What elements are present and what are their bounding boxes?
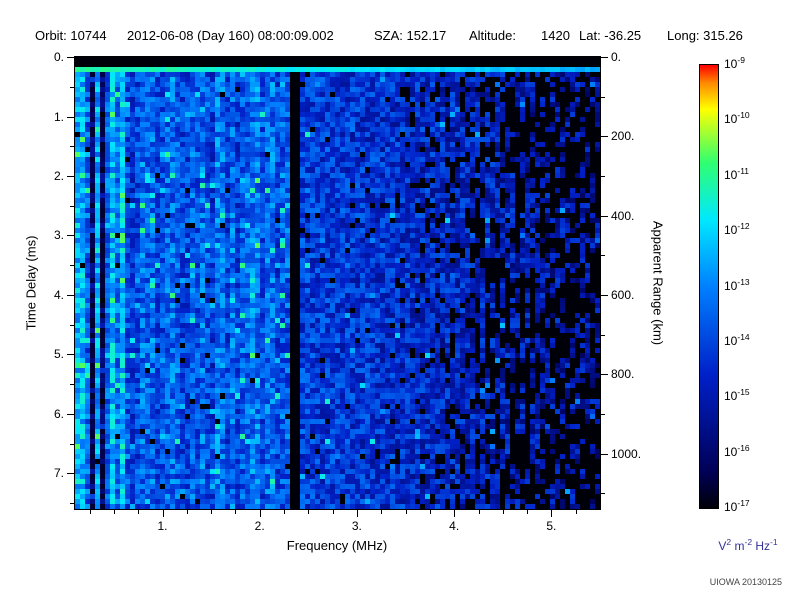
y2-minor-tick bbox=[601, 413, 605, 415]
y2-tick bbox=[601, 294, 608, 296]
y2-tick-label: 600. bbox=[611, 287, 635, 302]
x-minor-tick bbox=[502, 510, 504, 514]
y-tick-label: 6. bbox=[53, 406, 64, 421]
y-tick-label: 5. bbox=[53, 347, 64, 362]
colorbar-tick-label: 10-16 bbox=[724, 442, 750, 459]
y-tick bbox=[67, 413, 74, 415]
y-tick bbox=[67, 235, 74, 237]
x-minor-tick bbox=[575, 510, 577, 514]
y-tick bbox=[67, 473, 74, 475]
y-tick bbox=[67, 354, 74, 356]
x-tick-label: 5. bbox=[546, 519, 557, 533]
y-tick-label: 0. bbox=[53, 50, 64, 64]
colorbar-tick-label: 10-17 bbox=[724, 498, 750, 514]
y-tick-label: 3. bbox=[53, 228, 64, 243]
y2-axis-label: Apparent Range (km) bbox=[650, 220, 666, 346]
colorbar bbox=[699, 64, 719, 509]
header-orbit: Orbit: 10744 bbox=[35, 28, 107, 43]
y-minor-tick bbox=[70, 205, 74, 207]
colorbar-tick-label: 10-10 bbox=[724, 110, 750, 127]
header-datetime: 2012-06-08 (Day 160) 08:00:09.002 bbox=[127, 28, 334, 43]
colorbar-tick-label: 10-14 bbox=[724, 331, 750, 348]
y2-minor-tick bbox=[601, 255, 605, 257]
y-tick-label: 2. bbox=[53, 168, 64, 183]
y-minor-tick bbox=[70, 384, 74, 386]
x-minor-tick bbox=[89, 510, 91, 514]
y2-tick-label: 400. bbox=[611, 208, 635, 223]
y-minor-tick bbox=[70, 146, 74, 148]
y-tick bbox=[67, 116, 74, 118]
x-minor-tick bbox=[332, 510, 334, 514]
x-tick bbox=[162, 510, 164, 517]
y2-tick-label: 1000. bbox=[611, 446, 642, 461]
x-minor-tick bbox=[235, 510, 237, 514]
header-long: Long: 315.26 bbox=[667, 28, 743, 43]
x-minor-tick bbox=[405, 510, 407, 514]
x-axis-label: Frequency (MHz) bbox=[286, 538, 388, 553]
x-minor-tick bbox=[478, 510, 480, 514]
y2-tick bbox=[601, 136, 608, 138]
colorbar-tick-label: 10-9 bbox=[724, 55, 745, 71]
x-tick bbox=[356, 510, 358, 517]
x-minor-tick bbox=[429, 510, 431, 514]
y-axis-label: Time Delay (ms) bbox=[23, 235, 39, 331]
x-tick-label: 1. bbox=[157, 519, 168, 533]
x-minor-tick bbox=[308, 510, 310, 514]
colorbar-unit-label: V2 m-2 Hz-1 bbox=[718, 537, 778, 553]
y2-tick bbox=[601, 374, 608, 376]
header-altitude-value: 1420 bbox=[541, 28, 570, 43]
y-minor-tick bbox=[70, 503, 74, 505]
x-tick-label: 2. bbox=[254, 519, 265, 533]
header-sza: SZA: 152.17 bbox=[374, 28, 447, 43]
x-minor-tick bbox=[211, 510, 213, 514]
y-tick bbox=[67, 294, 74, 296]
y-minor-tick bbox=[70, 265, 74, 267]
plot-area bbox=[74, 56, 601, 510]
x-tick bbox=[454, 510, 456, 517]
colorbar-tick-label: 10-12 bbox=[724, 221, 750, 238]
y2-minor-tick bbox=[601, 334, 605, 336]
x-tick bbox=[551, 510, 553, 517]
header-altitude-label: Altitude: bbox=[469, 28, 516, 43]
y2-minor-tick bbox=[601, 493, 605, 495]
colorbar-tick-label: 10-15 bbox=[724, 387, 750, 404]
y2-tick-label: 800. bbox=[611, 367, 635, 382]
y-tick-label: 7. bbox=[53, 466, 64, 481]
x-minor-tick bbox=[284, 510, 285, 514]
header-lat: Lat: -36.25 bbox=[579, 28, 642, 43]
y2-tick bbox=[601, 215, 608, 217]
y2-tick-label: 200. bbox=[611, 129, 635, 144]
y-minor-tick bbox=[70, 324, 74, 326]
credit-text: UIOWA 20130125 bbox=[709, 577, 782, 587]
x-minor-tick bbox=[186, 510, 188, 514]
x-minor-tick bbox=[381, 510, 383, 514]
y-tick-label: 4. bbox=[53, 287, 64, 302]
x-tick-label: 4. bbox=[449, 519, 460, 533]
y2-tick-label: 0. bbox=[611, 50, 622, 64]
x-minor-tick bbox=[527, 510, 529, 514]
y2-tick bbox=[601, 453, 608, 455]
y-minor-tick bbox=[70, 86, 74, 88]
y-minor-tick bbox=[70, 443, 74, 445]
y2-tick bbox=[601, 57, 608, 58]
spectrogram-canvas bbox=[75, 57, 600, 509]
x-tick bbox=[259, 510, 261, 517]
x-minor-tick bbox=[138, 510, 140, 514]
y-tick bbox=[67, 175, 74, 177]
y-tick bbox=[67, 57, 74, 58]
x-minor-tick bbox=[113, 510, 115, 514]
y2-minor-tick bbox=[601, 175, 605, 177]
x-tick-label: 3. bbox=[351, 519, 362, 533]
colorbar-tick-label: 10-11 bbox=[724, 165, 750, 182]
y2-minor-tick bbox=[601, 96, 605, 98]
y-tick-label: 1. bbox=[53, 109, 64, 124]
colorbar-tick-label: 10-13 bbox=[724, 276, 750, 293]
